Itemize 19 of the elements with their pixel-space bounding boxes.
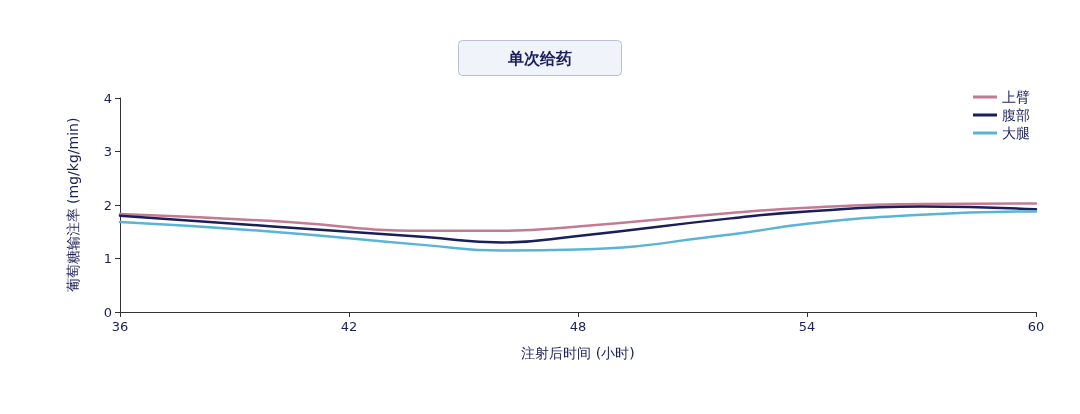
x-tick-label: 48 (569, 319, 587, 334)
y-tick-label: 4 (103, 90, 112, 106)
x-tick-label: 36 (111, 319, 129, 334)
y-tick-label: 2 (103, 197, 112, 213)
line-series (118, 205, 1038, 244)
legend-label: 腹部 (1002, 107, 1030, 123)
y-axis-title: 葡萄糖输注率 (mg/kg/min) (65, 117, 81, 293)
line-series (118, 202, 1038, 232)
x-tick-label: 54 (798, 319, 816, 334)
y-tick-label: 3 (103, 144, 112, 159)
legend-label: 上臂 (1002, 89, 1030, 105)
chart-title: 单次给药 (507, 48, 572, 68)
x-axis-title: 注射后时间 (小时) (521, 345, 635, 361)
line-series (118, 210, 1038, 252)
y-tick-label: 1 (103, 251, 112, 266)
legend-label: 大腿 (1002, 125, 1030, 141)
x-tick-label: 60 (1027, 319, 1045, 334)
y-tick-label: 0 (103, 304, 112, 320)
x-tick-label: 42 (340, 319, 358, 334)
